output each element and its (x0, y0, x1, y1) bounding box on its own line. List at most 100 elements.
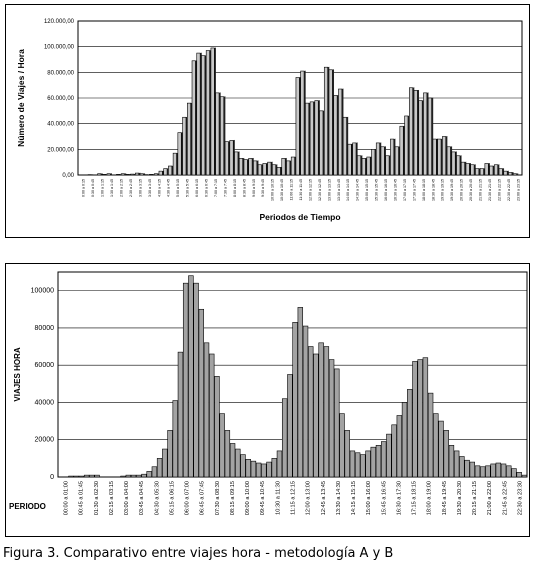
x-axis-title: PERIODO (9, 502, 46, 511)
bar (342, 116, 347, 176)
x-tick-label: 2:30 a 2:45 (129, 179, 133, 197)
bar (305, 102, 310, 176)
x-tick-label: 03:45 a 04:45 (139, 481, 145, 515)
bar (139, 173, 144, 176)
bar (314, 100, 319, 176)
bar (422, 357, 429, 478)
x-tick-label: 8:00 a 8:15 (233, 179, 237, 197)
bar (276, 450, 283, 478)
bar (521, 474, 528, 478)
y-axis-title: Número de Viajes / Hora (16, 49, 26, 147)
bar (224, 141, 229, 176)
y-tick-label: 120.000,00 (44, 19, 75, 25)
x-tick-label: 18:00 a 19:00 (427, 481, 433, 515)
bar (89, 474, 95, 478)
bar (352, 142, 357, 176)
x-tick-label: 20:15 a 21:15 (472, 481, 478, 515)
x-tick-label: 14:15 a 15:15 (351, 481, 357, 515)
bar (261, 463, 267, 478)
x-tick-label: 21:30 a 21:45 (488, 179, 492, 201)
bar (500, 463, 507, 478)
bar (224, 430, 231, 478)
x-tick-label: 18:45 a 19:45 (442, 481, 448, 515)
bar (319, 110, 324, 176)
bar-side (91, 174, 94, 175)
bar (172, 400, 178, 478)
bar (408, 87, 414, 176)
bar (193, 282, 199, 478)
bar-side (110, 173, 113, 175)
x-tick-label: 06:45 a 07:45 (200, 481, 206, 515)
x-tick-label: 7:00 a 7:15 (214, 179, 218, 197)
bar (186, 102, 192, 176)
bar (297, 307, 304, 478)
bar (433, 413, 439, 478)
bar (229, 140, 234, 176)
bar (229, 443, 236, 478)
bar (459, 456, 465, 478)
bar (427, 392, 434, 478)
bar (156, 458, 163, 478)
bar (479, 168, 484, 176)
x-tick-label: 02:15 a 03:15 (109, 481, 115, 515)
bar (267, 161, 272, 176)
bar (78, 475, 85, 478)
bar (271, 458, 277, 478)
bar (437, 138, 442, 176)
bar (371, 149, 376, 176)
bar (290, 156, 295, 176)
bar (250, 460, 257, 478)
x-tick-label: 5:00 a 5:15 (176, 179, 180, 197)
x-tick-label: 15:30 a 15:45 (375, 179, 379, 201)
x-tick-label: 15:00 a 16:00 (366, 481, 372, 515)
x-tick-label: 17:15 a 18:15 (412, 481, 418, 515)
bar (357, 155, 362, 176)
bar (464, 459, 470, 478)
bar (344, 430, 350, 478)
bar (300, 70, 305, 176)
y-tick-label: 60000 (35, 362, 55, 369)
bar (276, 167, 281, 176)
bar (349, 450, 356, 478)
bar (287, 374, 293, 478)
bar (338, 88, 343, 176)
x-tick-label: 06:00 a 07:00 (185, 481, 191, 515)
x-tick-label: 16:00 a 16:15 (384, 179, 388, 201)
x-tick-label: 10:30 a 11:30 (275, 481, 281, 515)
bar (480, 466, 486, 478)
bar (308, 346, 314, 478)
x-tick-label: 21:00 a 22:00 (487, 481, 493, 515)
bar (396, 415, 403, 478)
bar (494, 164, 499, 176)
bar (401, 402, 408, 478)
bar (516, 472, 522, 478)
x-tick-label: 12:30 a 12:45 (318, 179, 322, 201)
x-tick-label: 20:00 a 20:15 (460, 179, 464, 201)
bar (262, 163, 267, 176)
bar (418, 100, 423, 176)
bar (474, 465, 481, 478)
x-tick-label: 22:30 a 22:45 (507, 179, 511, 201)
bar (266, 461, 272, 478)
y-tick-label: 0 (50, 474, 54, 481)
bar (442, 136, 447, 176)
bar (201, 55, 206, 176)
bar (443, 430, 449, 478)
bar (309, 101, 314, 176)
y-tick-label: 20000 (35, 437, 55, 444)
bar (203, 342, 210, 478)
x-tick-label: 10:30 a 10:45 (280, 179, 284, 201)
x-tick-label: 20:30 a 20:45 (469, 179, 473, 201)
bar (495, 462, 502, 478)
bar (427, 97, 432, 176)
x-tick-label: 13:00 a 13:15 (327, 179, 331, 201)
x-tick-label: 00:00 a 01:00 (64, 481, 70, 515)
bar (141, 473, 147, 478)
x-tick-label: 5:30 a 5:45 (186, 179, 190, 197)
chart-b: 0 20000 40000 60000 80000 100000 00:00 a 01:00… (9, 271, 528, 515)
bar (328, 69, 333, 176)
bar (149, 174, 154, 176)
x-tick-label: 19:30 a 20:30 (457, 481, 463, 515)
bar (120, 173, 125, 176)
bar (334, 368, 340, 478)
